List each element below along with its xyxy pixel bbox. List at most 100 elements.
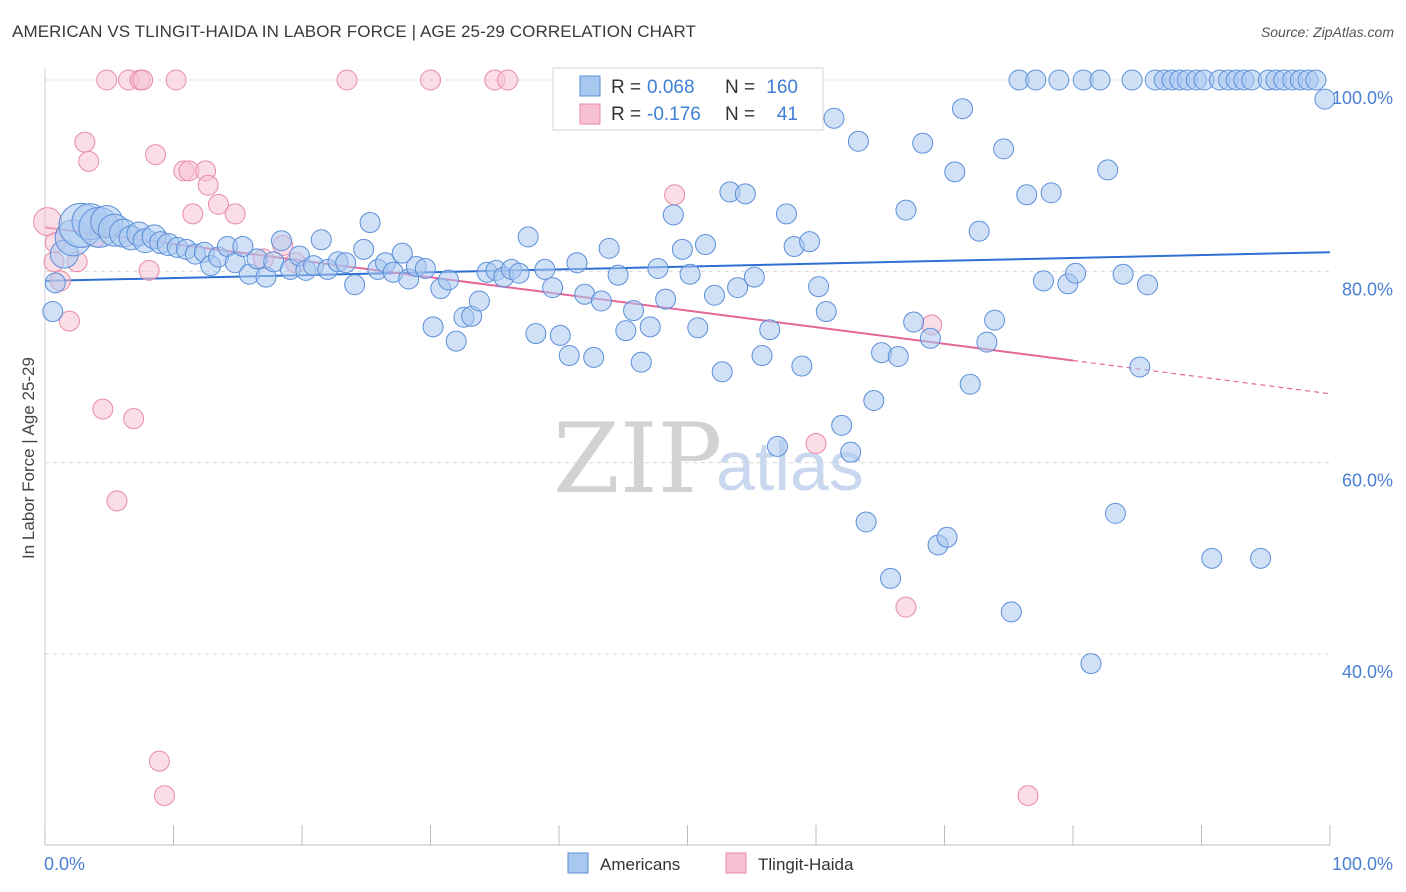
americans-point: [855, 511, 877, 533]
americans-point: [1201, 547, 1223, 569]
stats-swatch-tlingit: [579, 103, 601, 125]
americans-point: [42, 301, 64, 323]
americans-point: [993, 138, 1015, 160]
americans-point: [1032, 270, 1054, 292]
americans-point: [623, 300, 645, 322]
americans-point: [630, 351, 652, 373]
tlingit-haida-point: [78, 150, 100, 172]
tlingit-haida-trend-line-extension: [1072, 359, 1331, 395]
americans-point: [775, 203, 797, 225]
americans-point: [936, 526, 958, 548]
americans-point: [534, 258, 556, 280]
americans-point: [422, 316, 444, 338]
americans-point: [1000, 601, 1022, 623]
tlingit-haida-point: [154, 785, 176, 807]
americans-point: [679, 263, 701, 285]
americans-point: [799, 231, 821, 253]
americans-point: [823, 107, 845, 129]
americans-point: [359, 212, 381, 234]
americans-point: [808, 276, 830, 298]
x-tick-labels: 0.0% 100.0%: [44, 854, 1393, 874]
americans-point: [951, 98, 973, 120]
y-tick-label: 60.0%: [1342, 471, 1393, 491]
americans-point: [639, 316, 661, 338]
americans-point: [391, 242, 413, 264]
americans-point: [1129, 356, 1151, 378]
americans-point: [903, 311, 925, 333]
tlingit-haida-point: [58, 310, 80, 332]
axes: [44, 68, 1331, 846]
americans-point: [815, 301, 837, 323]
americans-point: [743, 266, 765, 288]
americans-point: [615, 320, 637, 342]
tlingit-haida-point: [336, 69, 358, 91]
americans-point: [1137, 274, 1159, 296]
americans-point: [944, 161, 966, 183]
tlingit-haida-point: [138, 259, 160, 281]
americans-point: [759, 319, 781, 341]
americans-point: [607, 264, 629, 286]
americans-point: [734, 183, 756, 205]
americans-point: [976, 331, 998, 353]
americans-point: [468, 290, 490, 312]
americans-point: [1048, 69, 1070, 91]
stats-r-label-tlingit: R =: [611, 104, 641, 125]
y-tick-labels: 100.0% 80.0% 60.0% 40.0%: [1332, 88, 1393, 682]
americans-point: [44, 272, 66, 294]
tlingit-haida-point: [1017, 785, 1039, 807]
legend-label-tlingit: Tlingit-Haida: [758, 855, 854, 874]
tlingit-haida-point: [165, 69, 187, 91]
americans-point: [655, 288, 677, 310]
americans-point: [711, 361, 733, 383]
americans-point: [445, 330, 467, 352]
americans-point: [270, 230, 292, 252]
americans-point: [687, 317, 709, 339]
stats-n-value-tlingit: 41: [777, 104, 798, 125]
tlingit-haida-point: [805, 433, 827, 455]
americans-point: [1097, 159, 1119, 181]
americans-point: [1016, 184, 1038, 206]
americans-point: [1089, 69, 1111, 91]
americans-point: [549, 324, 571, 346]
americans-point: [1065, 262, 1087, 284]
americans-point: [1040, 182, 1062, 204]
stats-n-label-americans: N =: [725, 77, 755, 98]
americans-point: [895, 199, 917, 221]
tlingit-haida-point: [92, 398, 114, 420]
americans-point: [525, 323, 547, 345]
americans-point: [1314, 88, 1336, 110]
americans-point: [791, 355, 813, 377]
americans-point: [1250, 547, 1272, 569]
americans-point: [590, 290, 612, 312]
americans-point: [694, 234, 716, 256]
data-points: [33, 69, 1336, 807]
tlingit-haida-point: [74, 131, 96, 153]
stats-r-label-americans: R =: [611, 77, 641, 98]
americans-point: [912, 132, 934, 154]
tlingit-haida-point: [123, 408, 145, 430]
americans-point: [1025, 69, 1047, 91]
americans-point: [1080, 653, 1102, 675]
stats-swatch-americans: [579, 75, 601, 97]
stats-n-value-americans: 160: [766, 77, 798, 98]
americans-point: [887, 345, 909, 367]
americans-point: [831, 414, 853, 436]
tlingit-haida-point: [895, 596, 917, 618]
americans-point: [766, 435, 788, 457]
tlingit-haida-point: [96, 69, 118, 91]
americans-point: [727, 277, 749, 299]
americans-point: [1104, 502, 1126, 524]
americans-point: [671, 238, 693, 260]
americans-point: [959, 373, 981, 395]
americans-point: [840, 441, 862, 463]
americans-point: [847, 130, 869, 152]
americans-point: [558, 345, 580, 367]
americans-point: [984, 309, 1006, 331]
tlingit-haida-point: [664, 184, 686, 206]
tlingit-haida-point: [224, 203, 246, 225]
americans-point: [353, 238, 375, 260]
y-axis-label: In Labor Force | Age 25-29: [19, 357, 38, 559]
americans-point: [310, 229, 332, 251]
tlingit-haida-point: [497, 69, 519, 91]
